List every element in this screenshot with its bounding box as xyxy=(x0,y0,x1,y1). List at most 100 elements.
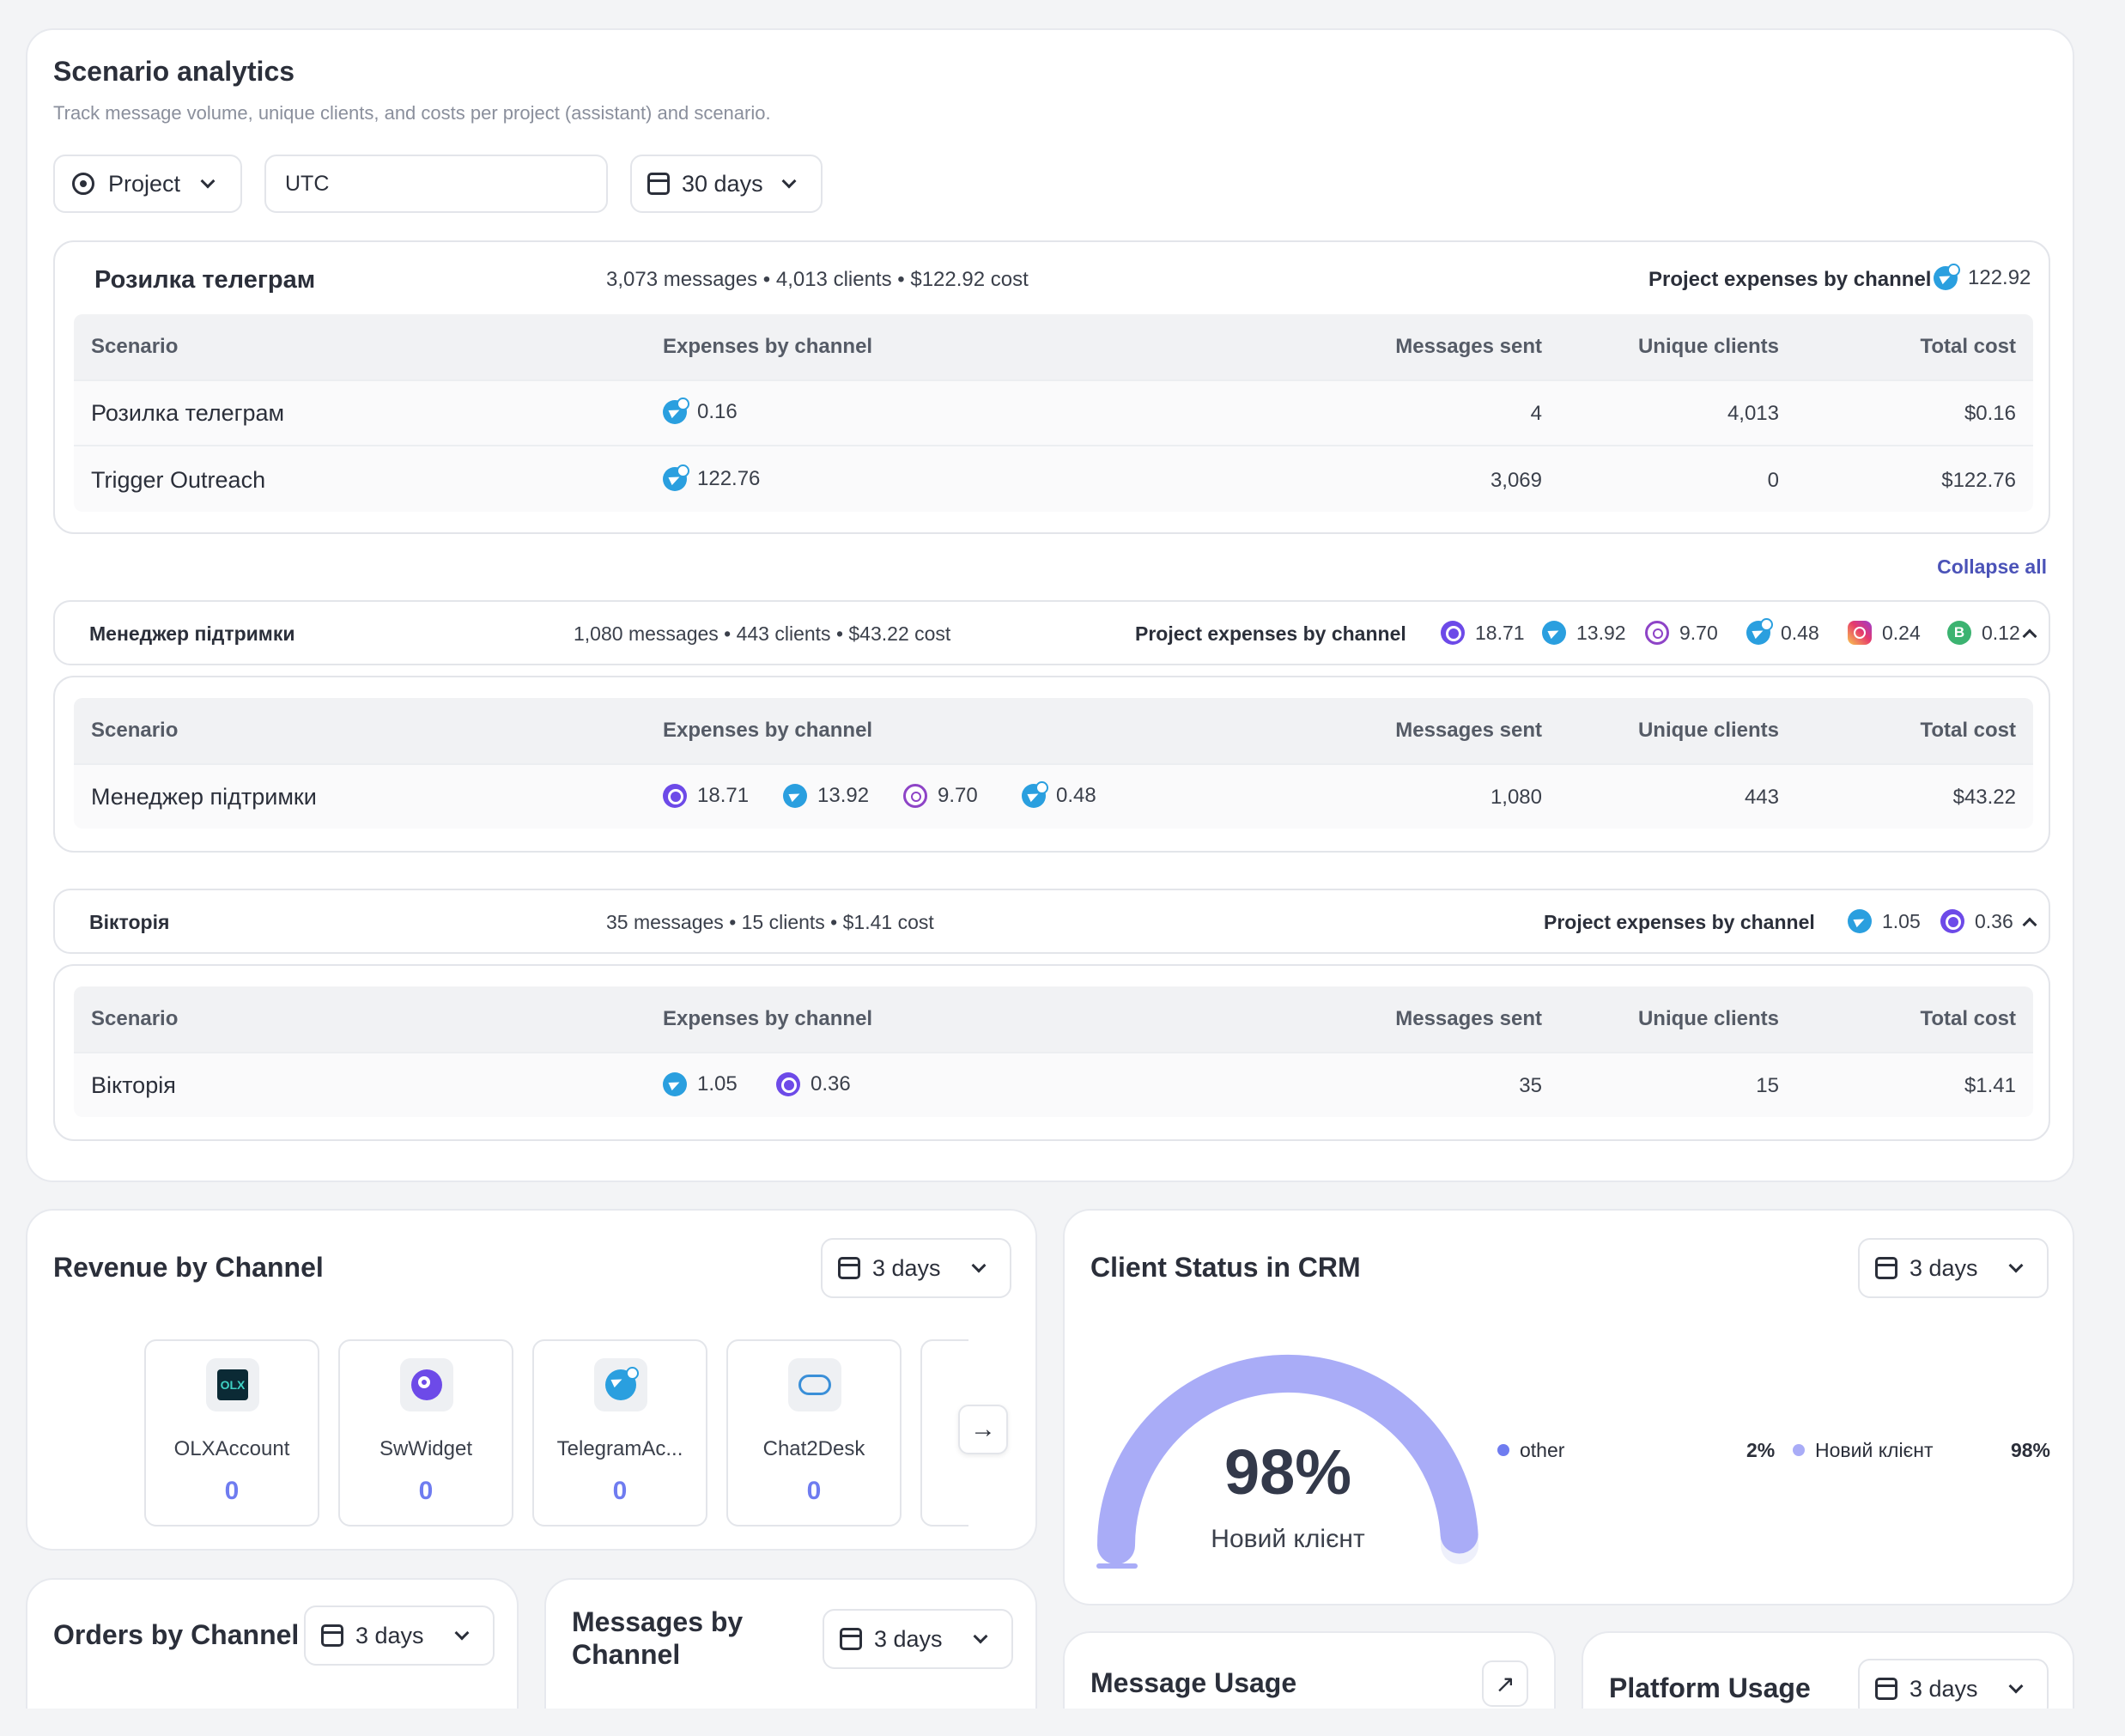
project-header-viktoriia[interactable]: Вікторія 35 messages • 15 clients • $1.4… xyxy=(53,889,2050,954)
swwidget-icon xyxy=(400,1358,453,1411)
project-select-label: Project xyxy=(108,170,181,197)
channel-card-olx[interactable]: OLX OLXAccount 0 xyxy=(144,1339,319,1527)
project-summary: 35 messages • 15 clients • $1.41 cost xyxy=(606,911,934,933)
legend-dot-new-client xyxy=(1793,1444,1805,1456)
platform-range-label: 3 days xyxy=(1909,1675,1978,1702)
crm-range-label: 3 days xyxy=(1909,1254,1978,1281)
swwidget-icon xyxy=(1441,621,1465,645)
project-expenses-label: Project expenses by channel xyxy=(1544,911,1815,933)
swwidget-icon xyxy=(776,1072,800,1096)
project-channel-chip: 13.92 xyxy=(1542,621,1626,645)
collapse-all-link[interactable]: Collapse all xyxy=(1937,555,2047,578)
messages-sent: 4 xyxy=(1530,402,1542,425)
channel-card-telegram-account[interactable]: TelegramAc... 0 xyxy=(532,1339,707,1527)
arrow-up-right-icon: ↗ xyxy=(1495,1670,1515,1697)
chevron-down-icon xyxy=(971,1258,987,1273)
b-channel-icon: B xyxy=(1947,621,1971,645)
open-message-usage-button[interactable]: ↗ xyxy=(1482,1660,1528,1707)
col-scenario: Scenario xyxy=(91,719,179,742)
instagram-icon xyxy=(1848,621,1872,645)
telegram-icon xyxy=(1848,909,1872,933)
project-channel-chip: 0.36 xyxy=(1940,909,2013,933)
telegram-icon xyxy=(663,1072,687,1096)
viber-icon xyxy=(1645,621,1669,645)
timezone-input[interactable]: UTC xyxy=(264,155,608,213)
viber-icon xyxy=(903,784,927,808)
col-messages: Messages sent xyxy=(1395,335,1542,358)
table-header: Scenario Expenses by channel Messages se… xyxy=(74,314,2033,379)
crm-title: Client Status in CRM xyxy=(1090,1252,1361,1283)
channel-name: OLXAccount xyxy=(173,1437,290,1460)
scenario-name: Вікторія xyxy=(91,1072,176,1098)
target-icon xyxy=(72,173,94,195)
row-channel-chip: 18.71 xyxy=(663,784,749,808)
messages-sent: 3,069 xyxy=(1490,469,1542,492)
channel-value: 122.76 xyxy=(697,467,761,490)
unique-clients: 0 xyxy=(1767,469,1779,492)
channel-revenue: 0 xyxy=(224,1477,240,1505)
row-channel-chip: 122.76 xyxy=(663,464,761,491)
chevron-down-icon xyxy=(200,173,216,189)
project-select[interactable]: Project xyxy=(53,155,242,213)
revenue-range-select[interactable]: 3 days xyxy=(821,1238,1011,1298)
project-channel-chip: 9.70 xyxy=(1645,621,1718,645)
project-table-viktoriia: Scenario Expenses by channel Messages se… xyxy=(53,964,2050,1141)
gauge-value: 98% xyxy=(1223,1436,1352,1508)
col-messages: Messages sent xyxy=(1395,719,1542,742)
scenario-analytics-card: Scenario analytics Track message volume,… xyxy=(26,28,2074,1182)
channel-value: 122.92 xyxy=(1968,266,2031,289)
chat2desk-icon xyxy=(788,1358,841,1411)
table-row: Розилка телеграм 0.16 4 4,013 $0.16 xyxy=(74,379,2033,445)
platform-usage-title: Platform Usage xyxy=(1609,1672,1811,1703)
calendar-icon xyxy=(838,1257,860,1279)
page-bottom-band xyxy=(0,1709,2125,1736)
messages-range-select[interactable]: 3 days xyxy=(823,1609,1013,1669)
project-name: Розилка телеграм xyxy=(94,266,316,294)
col-cost: Total cost xyxy=(1920,335,2016,358)
revenue-title: Revenue by Channel xyxy=(53,1252,324,1283)
swwidget-icon xyxy=(663,784,687,808)
calendar-icon xyxy=(647,173,670,195)
total-cost: $43.22 xyxy=(1952,786,2016,809)
channel-revenue: 0 xyxy=(612,1477,628,1505)
project-expenses-label: Project expenses by channel xyxy=(1648,268,1932,291)
col-expenses: Expenses by channel xyxy=(663,335,873,358)
col-clients: Unique clients xyxy=(1637,1007,1779,1030)
orders-range-select[interactable]: 3 days xyxy=(304,1605,495,1666)
calendar-icon xyxy=(321,1624,343,1647)
table-row: Trigger Outreach 122.76 3,069 0 $122.76 xyxy=(74,445,2033,512)
channel-card-chat2desk[interactable]: Chat2Desk 0 xyxy=(726,1339,902,1527)
olx-icon: OLX xyxy=(206,1358,259,1411)
project-header-manager[interactable]: Менеджер підтримки 1,080 messages • 443 … xyxy=(53,600,2050,665)
carousel-next-button[interactable]: → xyxy=(958,1405,1008,1454)
chevron-up-icon[interactable] xyxy=(2022,917,2037,932)
telegram-account-icon xyxy=(1934,264,1960,290)
scenario-name: Розилка телеграм xyxy=(91,400,285,426)
chevron-up-icon[interactable] xyxy=(2022,628,2037,644)
message-usage-title: Message Usage xyxy=(1090,1667,1297,1698)
chevron-down-icon xyxy=(973,1629,988,1644)
channel-card-swwidget[interactable]: SwWidget 0 xyxy=(338,1339,513,1527)
telegram-account-icon xyxy=(663,398,689,424)
messages-sent: 35 xyxy=(1519,1074,1542,1097)
project-table-manager: Scenario Expenses by channel Messages se… xyxy=(53,676,2050,853)
project-name: Вікторія xyxy=(89,911,170,933)
total-cost: $1.41 xyxy=(1964,1074,2016,1097)
scenario-name: Менеджер підтримки xyxy=(91,784,317,810)
calendar-icon xyxy=(840,1628,862,1650)
telegram-account-icon xyxy=(663,464,689,491)
timezone-value: UTC xyxy=(285,171,330,196)
col-clients: Unique clients xyxy=(1637,335,1779,358)
channel-value: 0.16 xyxy=(697,400,738,423)
crm-range-select[interactable]: 3 days xyxy=(1858,1238,2049,1298)
unique-clients: 443 xyxy=(1744,786,1779,809)
project-name: Менеджер підтримки xyxy=(89,622,295,645)
range-select[interactable]: 30 days xyxy=(630,155,823,213)
row-channel-chip: 9.70 xyxy=(903,784,978,808)
row-channel-chip: 13.92 xyxy=(783,784,869,808)
legend-value-new-client: 98% xyxy=(2010,1439,2050,1461)
legend-value-other: 2% xyxy=(1746,1439,1776,1461)
gauge-fill-new-client xyxy=(1097,1354,1478,1564)
swwidget-icon xyxy=(1940,909,1964,933)
messages-range-label: 3 days xyxy=(874,1625,943,1652)
